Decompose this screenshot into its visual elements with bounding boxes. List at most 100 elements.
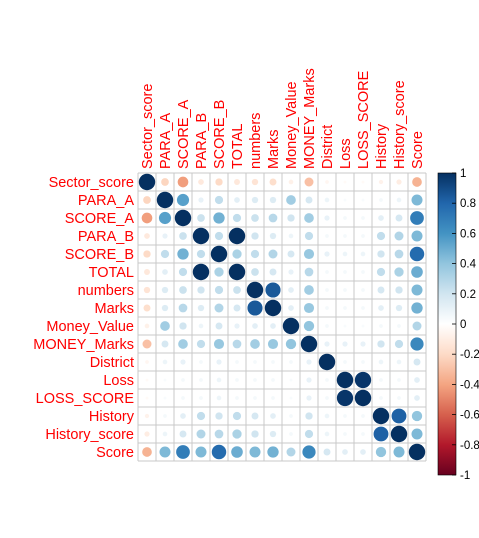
- correlation-cell: [376, 231, 386, 241]
- correlation-cell: [178, 339, 188, 349]
- correlation-cell: [342, 341, 348, 347]
- correlation-cell: [235, 378, 239, 382]
- correlation-cell: [142, 447, 152, 457]
- correlation-cell: [318, 353, 336, 371]
- correlation-cell: [251, 430, 259, 438]
- correlation-cell: [378, 359, 384, 365]
- row-label: SCORE_A: [65, 211, 135, 227]
- correlation-cell: [397, 324, 401, 328]
- correlation-cell: [361, 432, 365, 436]
- correlation-cell: [145, 396, 149, 400]
- correlation-cell: [163, 414, 167, 418]
- correlation-cell: [394, 339, 404, 349]
- correlation-cell: [361, 360, 365, 364]
- correlation-cell: [360, 341, 366, 347]
- correlation-cell: [324, 413, 330, 419]
- color-tick-label: 0: [460, 319, 466, 331]
- correlation-cell: [231, 446, 243, 458]
- correlation-cell: [289, 360, 293, 364]
- correlation-cell: [343, 432, 347, 436]
- row-label: Money_Value: [46, 319, 134, 335]
- column-label: Money_Value: [284, 81, 300, 169]
- color-tick-label: -0.8: [460, 440, 479, 452]
- correlation-cell: [289, 378, 293, 382]
- correlation-cell: [161, 178, 169, 186]
- row-label: PARA_A: [78, 193, 134, 209]
- correlation-cell: [269, 196, 277, 204]
- correlation-cell: [288, 269, 294, 275]
- correlation-cell: [228, 227, 246, 245]
- correlation-cell: [325, 306, 329, 310]
- correlation-cell: [361, 234, 365, 238]
- correlation-cell: [414, 395, 420, 401]
- correlation-cell: [343, 270, 347, 274]
- correlation-cell: [304, 285, 314, 295]
- row-labels: Sector_score PARA_A SCORE_A PARA_B SCORE_B TO…: [33, 175, 134, 461]
- correlation-cell: [306, 359, 312, 365]
- correlation-cell: [267, 446, 279, 458]
- correlation-cell: [177, 248, 189, 260]
- correlation-cell: [376, 267, 386, 277]
- correlation-cell: [251, 268, 259, 276]
- correlation-cell: [306, 377, 312, 383]
- correlation-cell: [394, 267, 404, 277]
- color-tick-label: 0.4: [460, 259, 477, 271]
- correlation-cell: [162, 431, 168, 437]
- correlation-cell: [253, 378, 257, 382]
- correlation-cell: [161, 340, 169, 348]
- correlation-cell: [354, 371, 372, 389]
- correlation-cell: [396, 197, 402, 203]
- correlation-cell: [343, 180, 347, 184]
- correlation-cell: [325, 288, 329, 292]
- correlation-cell: [360, 449, 366, 455]
- correlation-cell: [411, 428, 423, 440]
- row-label: District: [90, 355, 134, 371]
- correlation-cell: [378, 179, 384, 185]
- column-label: District: [320, 125, 336, 169]
- correlation-cell: [235, 360, 239, 364]
- correlation-cell: [144, 269, 150, 275]
- correlation-cell: [196, 249, 206, 259]
- correlation-cell: [324, 431, 330, 437]
- correlation-cell: [361, 306, 365, 310]
- correlation-cell: [216, 377, 222, 383]
- correlation-cell: [269, 268, 277, 276]
- column-label: SCORE_B: [212, 100, 228, 169]
- correlation-cell: [412, 321, 422, 331]
- correlation-cell: [410, 211, 424, 225]
- correlation-cell: [249, 446, 261, 458]
- correlation-cell: [232, 249, 242, 259]
- row-label: Sector_score: [49, 175, 134, 191]
- correlation-cell: [178, 303, 188, 313]
- correlation-cell: [379, 396, 383, 400]
- correlation-cell: [286, 195, 296, 205]
- correlation-cell: [161, 286, 169, 294]
- correlation-cell: [158, 211, 172, 225]
- correlation-cell: [393, 446, 405, 458]
- correlation-cell: [179, 232, 187, 240]
- color-tick-label: 0.8: [460, 198, 476, 210]
- correlation-cell: [232, 213, 242, 223]
- correlation-cell: [343, 198, 347, 202]
- correlation-cell: [391, 408, 407, 424]
- correlation-cell: [232, 339, 242, 349]
- row-label: Loss: [103, 373, 134, 389]
- correlation-cell: [324, 341, 330, 347]
- column-label: History_score: [392, 80, 408, 169]
- correlation-cell: [303, 248, 315, 260]
- correlation-cell: [343, 414, 347, 418]
- correlation-cell: [304, 429, 314, 439]
- correlation-cell: [343, 324, 347, 328]
- correlation-cell: [235, 396, 239, 400]
- correlation-cell: [289, 414, 293, 418]
- correlation-cell: [143, 286, 151, 294]
- correlation-cell: [234, 179, 240, 185]
- correlation-cell: [379, 198, 383, 202]
- correlation-cell: [179, 286, 187, 294]
- correlation-cell: [343, 234, 347, 238]
- correlation-cell: [324, 251, 330, 257]
- correlation-cell: [162, 233, 168, 239]
- correlation-cell: [247, 300, 263, 316]
- correlation-cell: [360, 251, 366, 257]
- correlation-cell: [213, 338, 225, 350]
